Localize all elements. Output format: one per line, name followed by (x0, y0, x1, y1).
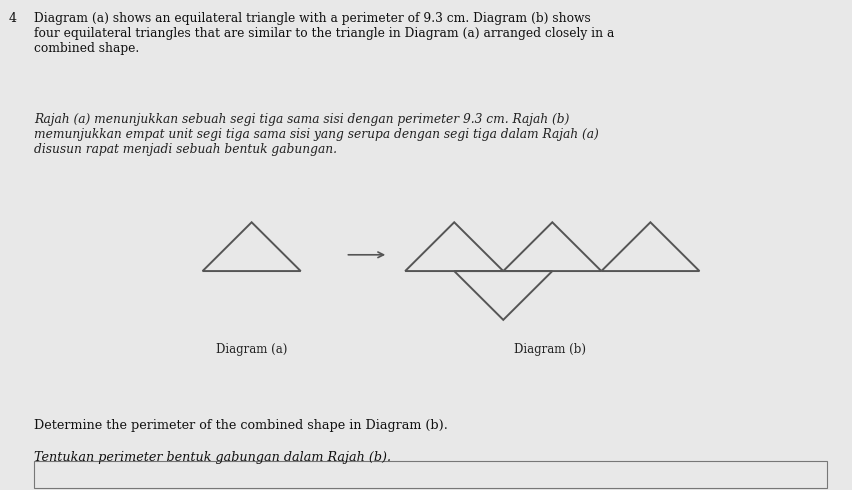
Text: Diagram (a): Diagram (a) (216, 343, 287, 356)
Text: 4: 4 (9, 12, 16, 25)
Bar (34, 461, 826, 488)
Text: Rajah (a) menunjukkan sebuah segi tiga sama sisi dengan perimeter 9.3 cm. Rajah : Rajah (a) menunjukkan sebuah segi tiga s… (34, 113, 598, 156)
Text: Diagram (a) shows an equilateral triangle with a perimeter of 9.3 cm. Diagram (b: Diagram (a) shows an equilateral triangl… (34, 12, 613, 55)
Text: Diagram (b): Diagram (b) (514, 343, 585, 356)
Text: Tentukan perimeter bentuk gabungan dalam Rajah (b).: Tentukan perimeter bentuk gabungan dalam… (34, 451, 391, 464)
Text: Determine the perimeter of the combined shape in Diagram (b).: Determine the perimeter of the combined … (34, 419, 447, 432)
